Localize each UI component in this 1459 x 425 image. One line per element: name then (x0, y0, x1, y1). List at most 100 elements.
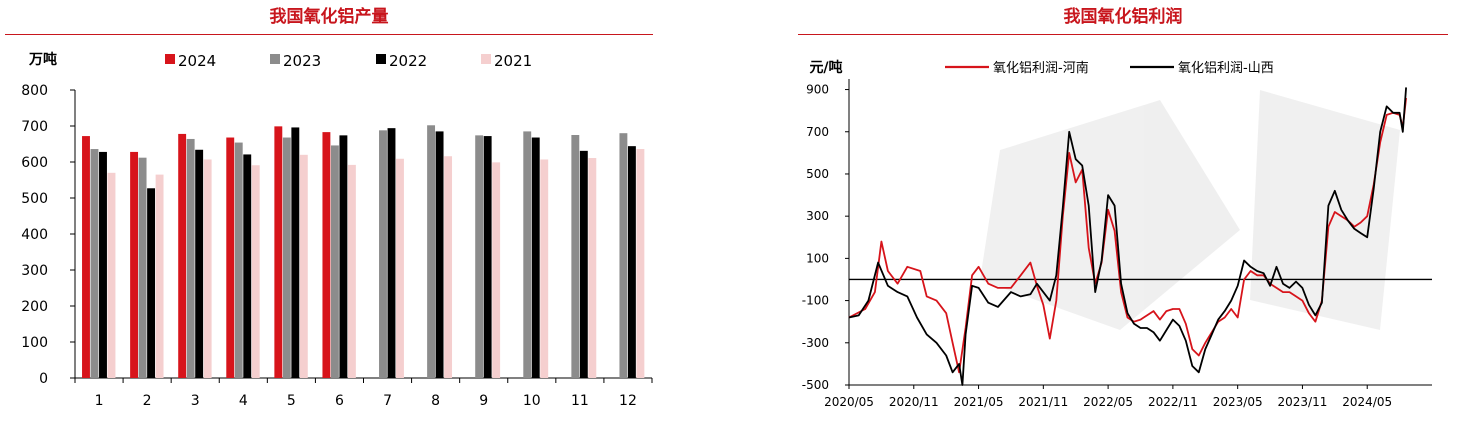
bar-2024-6 (322, 132, 331, 378)
bar-2022-10 (531, 137, 540, 378)
bar-2023-12 (619, 133, 628, 378)
bar-xtick-label: 5 (287, 393, 296, 409)
line-chart-title: 我国氧化铝利润 (1063, 7, 1183, 27)
line-xtick-label: 2020/11 (889, 395, 939, 409)
bar-ytick-label: 700 (21, 119, 48, 135)
watermark-shape (1250, 90, 1400, 330)
bar-ytick-label: 300 (21, 263, 48, 279)
bar-2021-11 (588, 158, 597, 378)
line-legend-label-shanxi: 氧化铝利润-山西 (1178, 61, 1274, 76)
bar-legend-label-2022: 2022 (389, 52, 427, 70)
bar-ytick-label: 800 (21, 83, 48, 99)
bar-2023-4 (234, 142, 243, 378)
bar-xtick-label: 11 (571, 393, 589, 409)
bar-2021-1 (107, 172, 116, 378)
bar-legend-swatch-2024 (165, 54, 175, 64)
bar-xtick-label: 1 (95, 393, 104, 409)
bar-2022-3 (195, 149, 204, 378)
bar-2023-8 (427, 125, 436, 378)
line-ytick-label: 900 (806, 83, 829, 97)
bar-2022-5 (291, 127, 300, 378)
bar-2022-6 (339, 135, 348, 378)
bar-2021-8 (444, 156, 453, 378)
bar-2022-12 (627, 146, 636, 378)
bar-2023-3 (186, 138, 195, 378)
line-ylabel: 元/吨 (809, 59, 842, 76)
bar-2021-4 (251, 165, 260, 378)
line-xtick-label: 2021/05 (954, 395, 1004, 409)
bar-xtick-label: 12 (619, 393, 637, 409)
bar-xtick-label: 6 (335, 393, 344, 409)
bar-2024-1 (82, 136, 90, 378)
line-xtick-label: 2021/11 (1018, 395, 1068, 409)
bar-legend-label-2021: 2021 (494, 52, 532, 70)
line-ytick-label: -100 (802, 294, 829, 308)
bar-legend-swatch-2023 (270, 54, 280, 64)
line-ytick-label: -300 (802, 336, 829, 350)
bar-legend-swatch-2021 (481, 54, 491, 64)
line-xtick-label: 2022/11 (1148, 395, 1198, 409)
line-xtick-label: 2020/05 (824, 395, 874, 409)
bar-chart-title: 我国氧化铝产量 (269, 7, 389, 27)
line-ytick-label: 300 (806, 209, 829, 223)
bar-legend-swatch-2022 (376, 54, 386, 64)
line-xtick-label: 2024/05 (1342, 395, 1392, 409)
line-ytick-label: 500 (806, 167, 829, 181)
bar-legend-label-2023: 2023 (283, 52, 321, 70)
bar-xtick-label: 7 (383, 393, 392, 409)
bar-xtick-label: 4 (239, 393, 248, 409)
line-ytick-label: 700 (806, 125, 829, 139)
bar-2023-7 (379, 130, 387, 378)
line-series-henan (848, 97, 1407, 374)
bar-2021-7 (396, 158, 404, 378)
line-legend-label-henan: 氧化铝利润-河南 (993, 60, 1089, 76)
bar-2021-9 (492, 162, 501, 378)
bar-2023-5 (282, 137, 291, 378)
bar-2022-4 (243, 154, 252, 378)
bar-2024-4 (226, 137, 235, 378)
line-ytick-label: -500 (802, 378, 829, 392)
bar-2024-2 (130, 151, 139, 378)
bar-2022-7 (387, 128, 396, 378)
bar-ytick-label: 200 (21, 299, 48, 315)
line-series-shanxi (848, 87, 1407, 386)
bar-2022-2 (147, 188, 156, 378)
bar-2023-9 (475, 135, 484, 378)
line-xtick-label: 2023/11 (1278, 395, 1328, 409)
bar-2023-11 (571, 135, 580, 378)
bar-2024-5 (274, 126, 283, 378)
bar-xtick-label: 3 (191, 393, 200, 409)
bar-ytick-label: 500 (21, 191, 48, 207)
bar-2024-3 (178, 133, 187, 378)
bar-2022-8 (435, 131, 444, 378)
bar-ylabel: 万吨 (28, 51, 57, 68)
bar-xtick-label: 10 (523, 393, 541, 409)
bar-2021-10 (540, 159, 549, 378)
line-xtick-label: 2023/05 (1213, 395, 1263, 409)
bar-2021-6 (347, 164, 356, 378)
bar-chart-title-rule (5, 34, 653, 35)
line-xtick-label: 2022/05 (1083, 395, 1133, 409)
bar-ytick-label: 400 (21, 227, 48, 243)
bar-xtick-label: 9 (479, 393, 488, 409)
bar-2022-1 (99, 151, 107, 378)
line-background-watermark (980, 90, 1400, 330)
bar-ytick-label: 100 (21, 335, 48, 351)
bar-2021-2 (155, 174, 164, 378)
bar-2021-3 (203, 159, 212, 378)
bar-2022-11 (579, 150, 588, 378)
bar-xtick-label: 8 (431, 393, 440, 409)
bar-2023-2 (138, 157, 147, 378)
bar-ytick-label: 0 (39, 371, 48, 387)
bar-2022-9 (483, 136, 492, 378)
bar-2023-1 (90, 149, 99, 378)
bar-ytick-label: 600 (21, 155, 48, 171)
bar-2021-12 (636, 149, 645, 378)
line-ytick-label: 100 (806, 251, 829, 265)
bar-xtick-label: 2 (143, 393, 152, 409)
bar-2023-6 (330, 145, 339, 378)
line-chart-title-rule (798, 34, 1448, 35)
bar-legend-label-2024: 2024 (178, 52, 216, 70)
bar-2021-5 (299, 154, 308, 378)
